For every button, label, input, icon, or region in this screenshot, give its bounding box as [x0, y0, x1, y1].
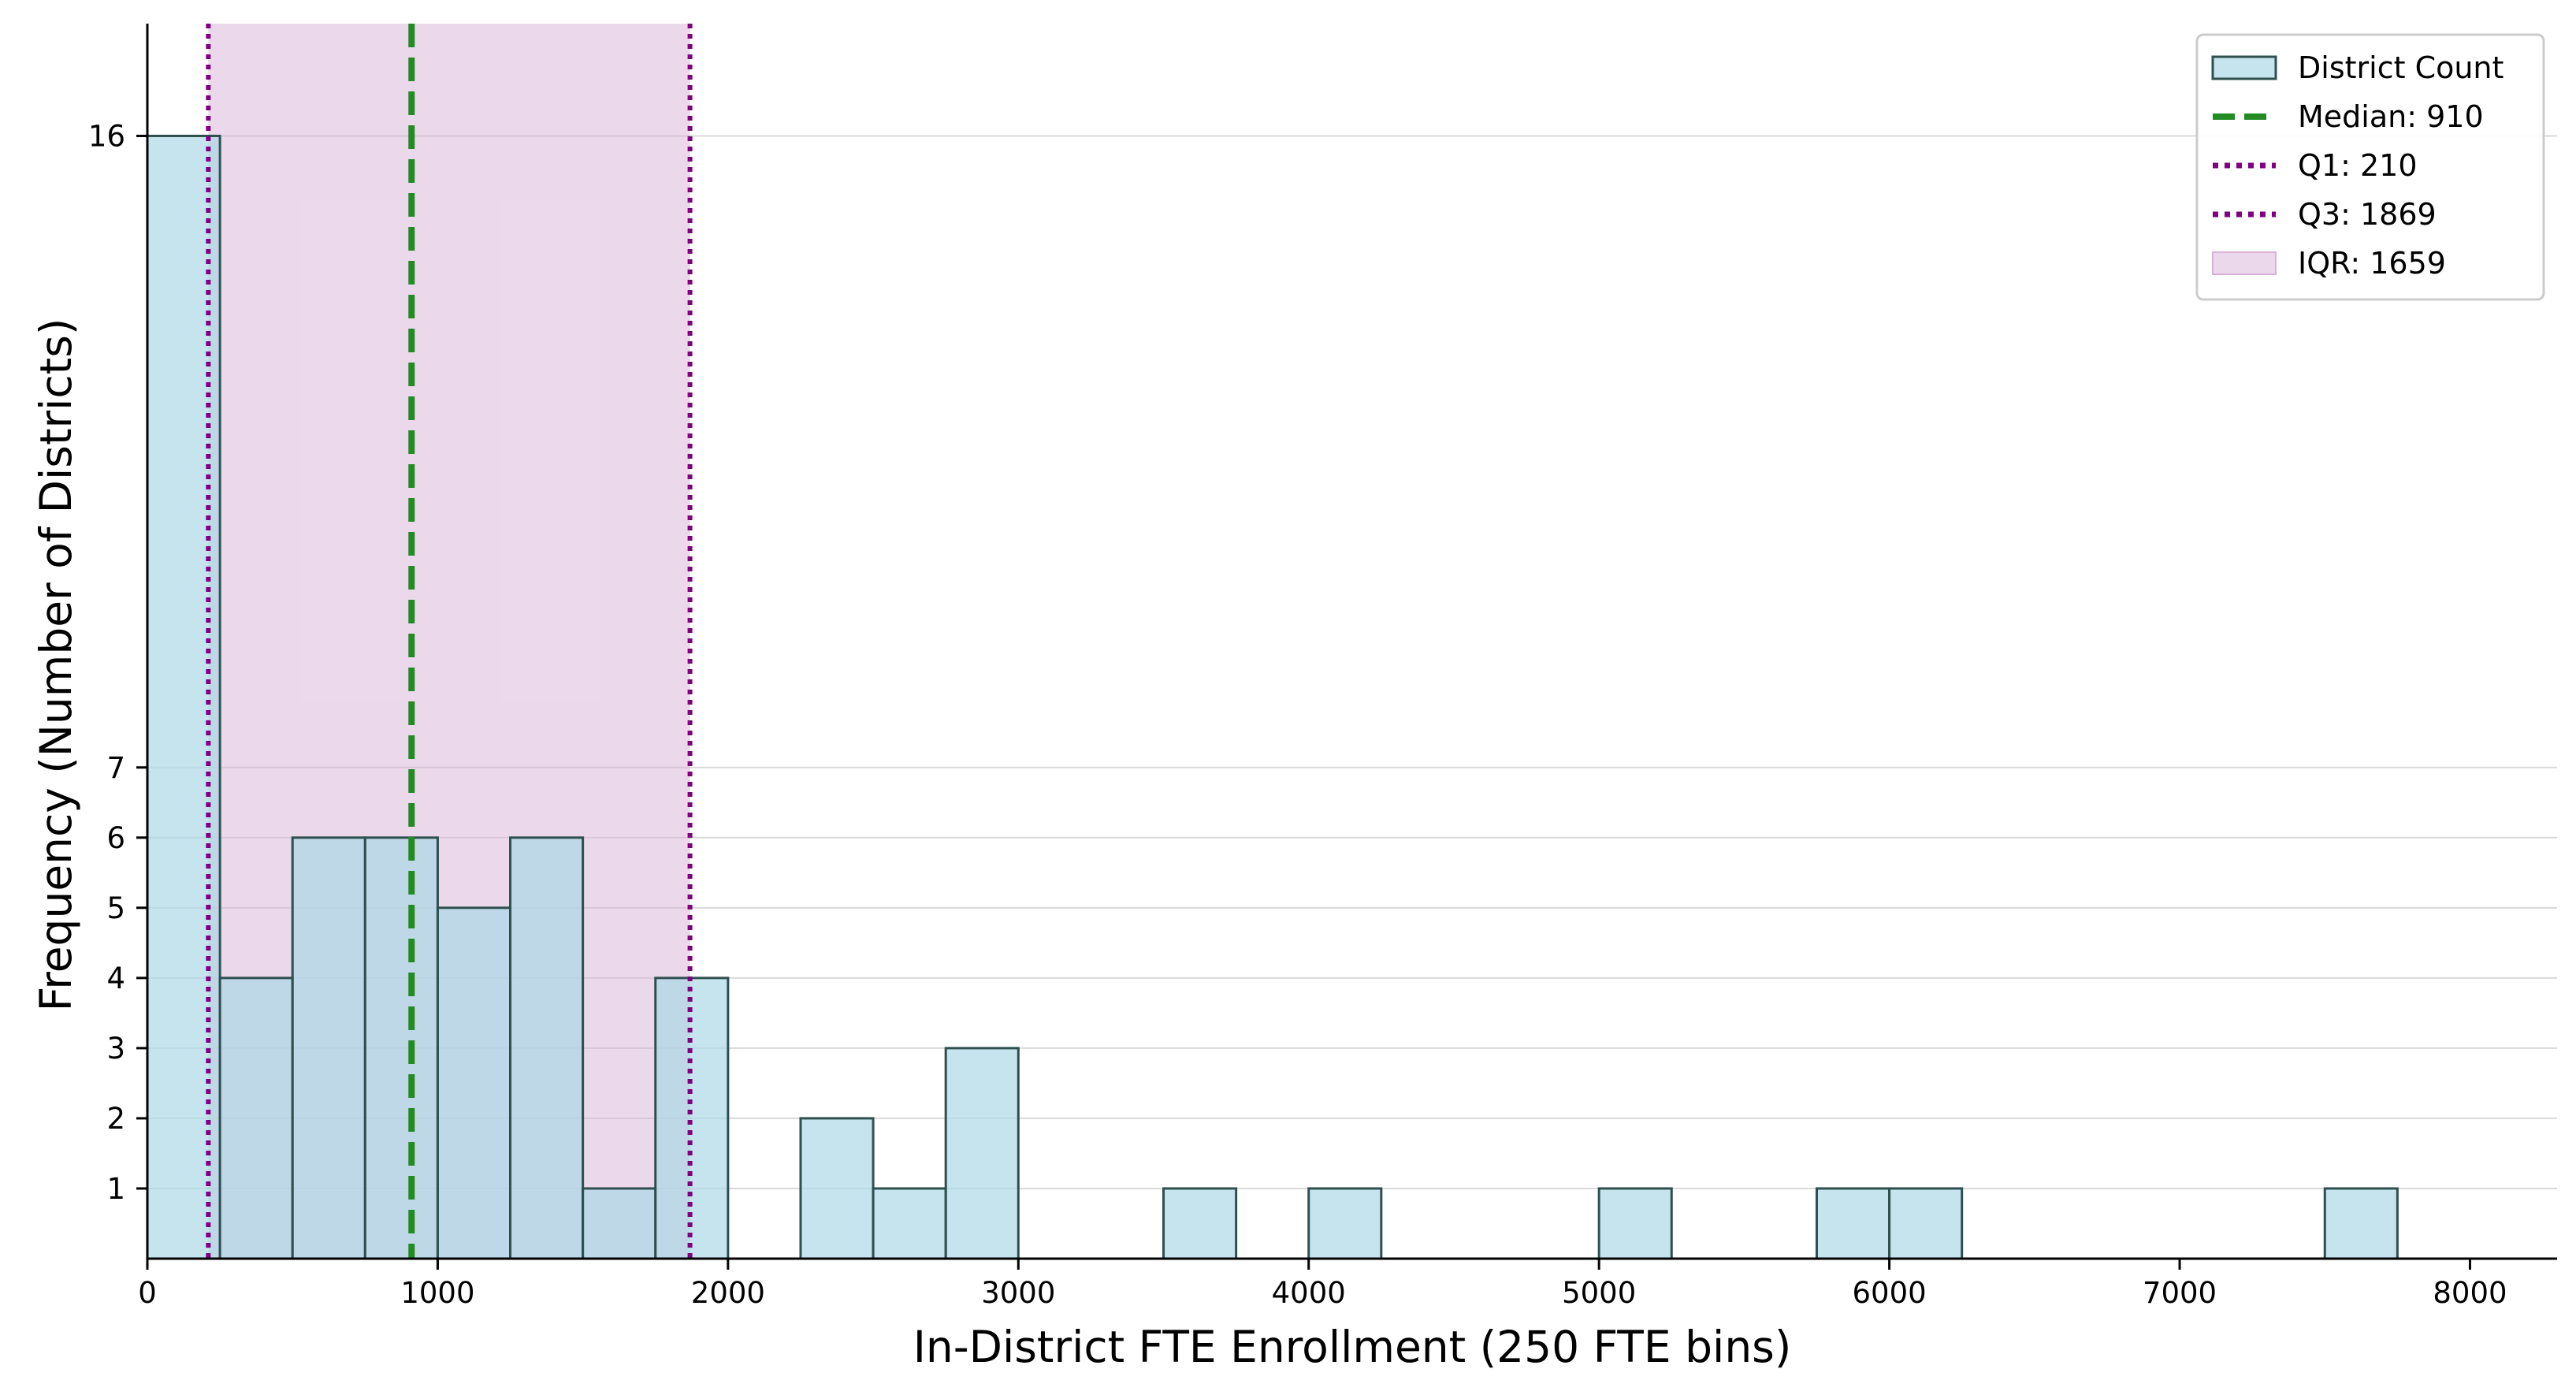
y-tick-label: 7 — [106, 751, 125, 785]
x-tick-label: 1000 — [400, 1276, 474, 1310]
x-tick-label: 2000 — [691, 1276, 765, 1310]
x-tick-label: 5000 — [1562, 1276, 1636, 1310]
x-tick-label: 7000 — [2143, 1276, 2217, 1310]
x-tick-label: 8000 — [2433, 1276, 2507, 1310]
x-tick-label: 4000 — [1272, 1276, 1346, 1310]
histogram-bar — [872, 1187, 947, 1260]
histogram-bar — [944, 1047, 1020, 1260]
histogram-bar — [363, 836, 439, 1260]
x-tick-label: 3000 — [981, 1276, 1055, 1310]
y-axis-title: Frequency (Number of Districts) — [31, 318, 81, 1012]
histogram-bar — [1162, 1187, 1238, 1260]
y-tick-label: 6 — [106, 821, 125, 855]
histogram-bar — [1815, 1187, 1891, 1260]
y-tick-label: 1 — [106, 1172, 125, 1206]
legend-label: IQR: 1659 — [2298, 246, 2446, 281]
histogram-bar — [291, 836, 366, 1260]
legend-patch-district — [2211, 55, 2277, 80]
y-tick-label: 5 — [106, 891, 125, 925]
histogram-bar — [582, 1187, 657, 1260]
y-tick-label: 4 — [106, 962, 125, 995]
histogram-bar — [799, 1117, 875, 1260]
y-tick-label: 2 — [106, 1102, 125, 1136]
x-tick-label: 0 — [138, 1276, 157, 1310]
histogram-bar — [1597, 1187, 1673, 1260]
histogram-bar — [509, 836, 585, 1260]
histogram-bar — [436, 906, 512, 1260]
y-tick-label: 16 — [88, 119, 125, 153]
legend-label: Q3: 1869 — [2298, 197, 2437, 232]
ticks: 0 1000 2000 3000 4000 5000 6000 7000 8000 1 2 3 4 5 6 7… — [88, 119, 2507, 1310]
legend-label: Median: 910 — [2298, 99, 2484, 134]
histogram-bar — [2323, 1187, 2399, 1260]
legend-label: Q1: 210 — [2298, 148, 2418, 183]
histogram-bar — [218, 976, 294, 1260]
histogram-bar — [1307, 1187, 1383, 1260]
y-tick-label: 3 — [106, 1032, 125, 1066]
axes — [146, 24, 2557, 1260]
histogram-bar — [1888, 1187, 1964, 1260]
legend-box — [2195, 33, 2545, 301]
legend-patch-iqr — [2212, 251, 2277, 275]
legend-label: District Count — [2298, 50, 2504, 85]
x-tick-label: 6000 — [1853, 1276, 1927, 1310]
x-axis-title: In-District FTE Enrollment (250 FTE bins… — [913, 1322, 1792, 1372]
legend: District Count Median: 910 Q1: 210 Q3: 1869… — [2195, 33, 2545, 301]
reference-lines — [206, 24, 693, 1259]
